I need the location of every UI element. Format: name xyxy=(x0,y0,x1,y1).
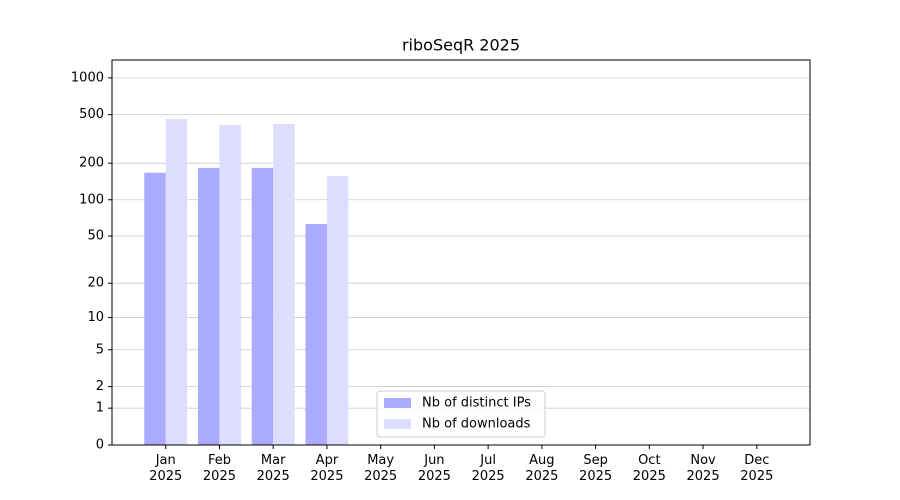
legend-label: Nb of distinct IPs xyxy=(422,396,531,411)
bar xyxy=(251,167,274,445)
y-tick-label: 500 xyxy=(79,107,104,122)
y-tick-label: 0 xyxy=(96,438,104,453)
x-tick-label: Oct 2025 xyxy=(632,453,666,484)
x-tick-label: Jul 2025 xyxy=(471,453,505,484)
x-tick-label: May 2025 xyxy=(364,453,398,484)
legend: Nb of distinct IPs Nb of downloads xyxy=(376,390,546,438)
y-tick-label: 100 xyxy=(79,192,104,207)
plot-frame xyxy=(111,59,811,446)
y-tick-label: 2 xyxy=(96,379,104,394)
x-tick-label: Feb 2025 xyxy=(202,453,236,484)
x-tick-label: Aug 2025 xyxy=(525,453,559,484)
x-tick-label: Jun 2025 xyxy=(417,453,451,484)
x-tick-label: Jan 2025 xyxy=(149,453,183,484)
bar xyxy=(326,175,349,445)
y-tick-label: 1000 xyxy=(71,70,104,85)
legend-box xyxy=(376,390,546,438)
legend-label: Nb of downloads xyxy=(422,417,531,432)
bar xyxy=(144,172,166,445)
y-tick-label: 1 xyxy=(96,401,104,416)
x-tick-label: Dec 2025 xyxy=(740,453,774,484)
bar xyxy=(219,124,241,445)
x-tick-label: Sep 2025 xyxy=(579,453,613,484)
bar xyxy=(273,123,295,445)
bar xyxy=(305,223,327,445)
y-tick-label: 50 xyxy=(87,229,104,244)
x-tick-label: Mar 2025 xyxy=(256,453,290,484)
chart-title: riboSeqR 2025 xyxy=(402,36,520,55)
bar xyxy=(197,167,220,445)
y-tick-label: 20 xyxy=(87,276,104,291)
legend-swatch xyxy=(384,398,411,408)
legend-swatch xyxy=(384,419,411,429)
y-tick-label: 10 xyxy=(87,310,104,325)
y-tick-label: 200 xyxy=(79,156,104,171)
x-tick-label: Apr 2025 xyxy=(310,453,344,484)
bar xyxy=(165,118,188,446)
y-tick-label: 5 xyxy=(96,342,104,357)
x-tick-label: Nov 2025 xyxy=(686,453,720,484)
